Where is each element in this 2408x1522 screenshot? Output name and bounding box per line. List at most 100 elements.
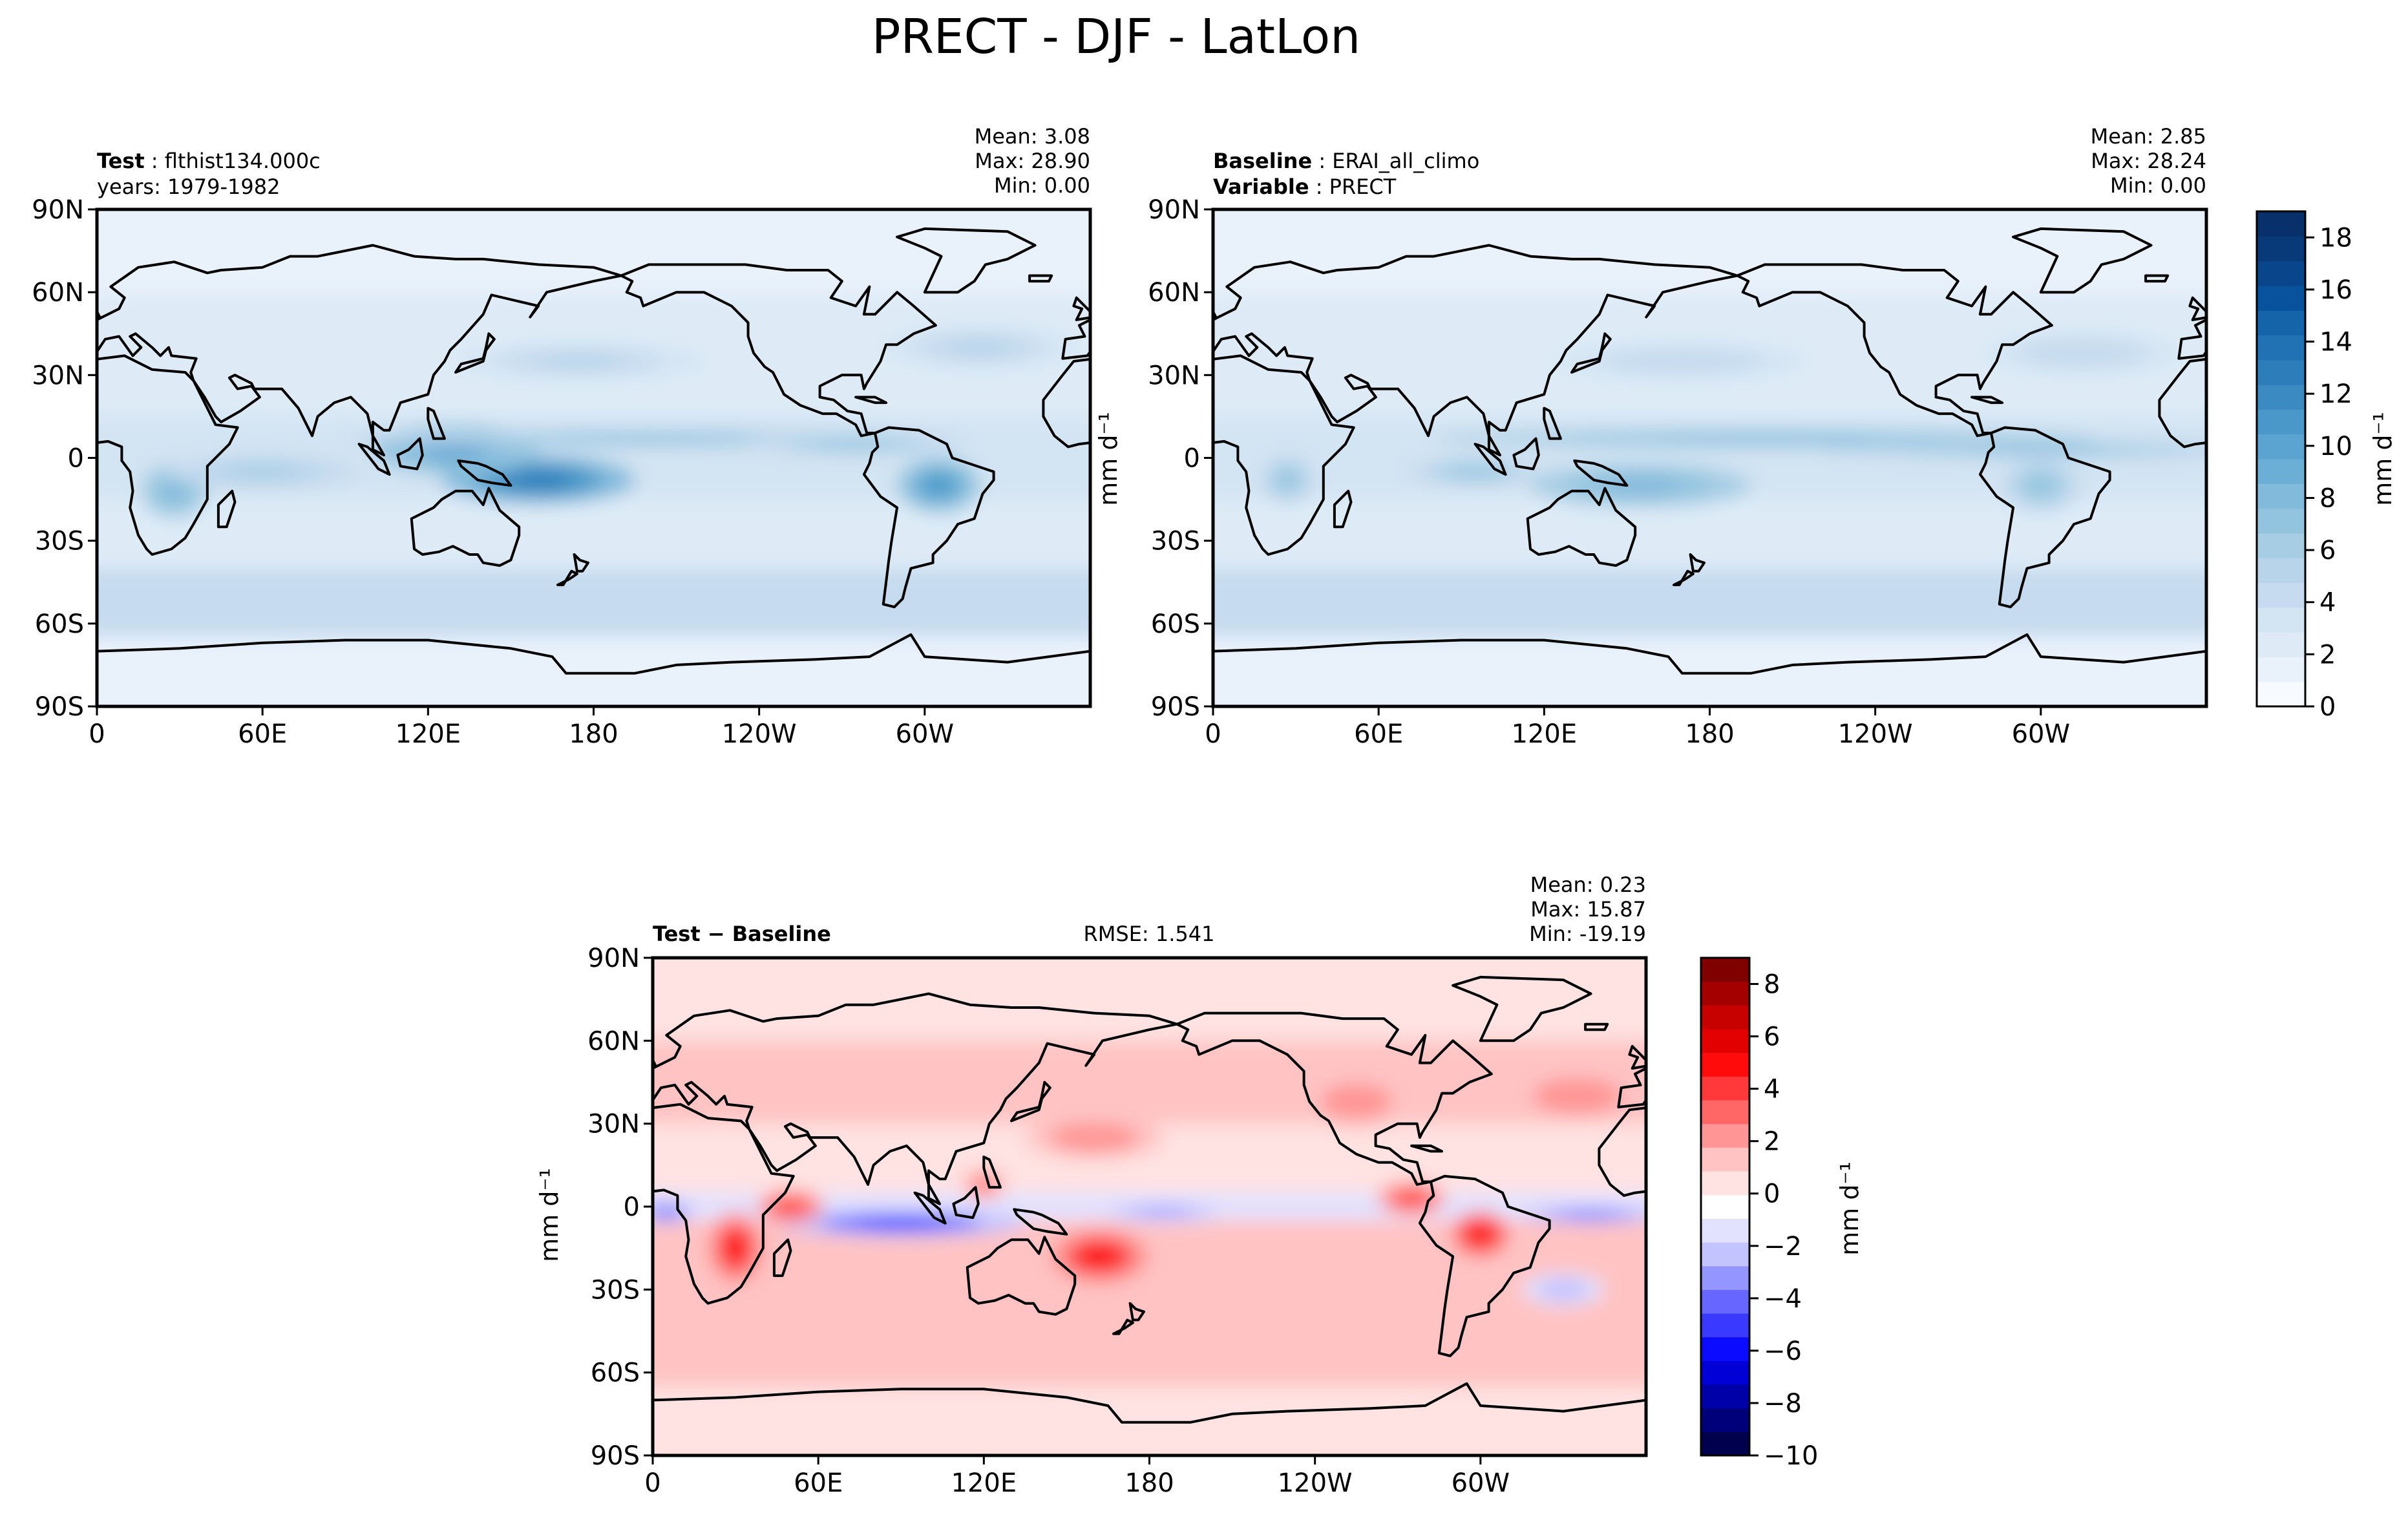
difference-precip-field [653, 958, 1646, 1455]
colorbar-segment [2257, 558, 2305, 584]
colorbar-segment [2257, 236, 2305, 262]
coastline-newzealand_s [1673, 569, 1695, 586]
test-y-axis: 90N 60N 30N 0 30S 60S 90S [32, 195, 97, 722]
colorbar-tick-label: 0 [1764, 1179, 1780, 1209]
x-tick-label: 180 [1685, 719, 1734, 749]
colorbar-segment [1701, 1218, 1749, 1243]
x-tick-label: 0 [1205, 719, 1221, 749]
x-tick-label: 180 [569, 719, 618, 749]
colorbar-tick-label: −8 [1764, 1389, 1802, 1419]
y-tick-label: 90N [32, 195, 84, 225]
coastline-cuba [1410, 1144, 1444, 1153]
diverging-colorbar-ticks: −10 −8 −6 −4 −2 0 2 4 6 8 [1749, 970, 1818, 1471]
coastline-eurasia [97, 244, 623, 457]
y-tick-label: 30N [587, 1110, 640, 1139]
y-tick-label: 60S [1151, 609, 1200, 639]
diverging-colorbar [1701, 958, 1749, 1456]
field-anomaly [1567, 1212, 1615, 1218]
baseline-y-axis: 90N 60N 30N 0 30S 60S 90S [1148, 195, 1213, 722]
y-tick-label: 0 [624, 1192, 640, 1222]
blues-colorbar [2257, 211, 2305, 707]
colorbar-segment [1701, 1123, 1749, 1148]
y-tick-label: 60S [35, 609, 84, 639]
coastline-iceland [1584, 1022, 1609, 1031]
field-anomaly [542, 436, 755, 442]
test-subtitle: years: 1979-1982 [97, 174, 280, 199]
colorbar-tick-label: 6 [1764, 1022, 1780, 1052]
coastline-greenland [1452, 975, 1592, 1042]
colorbar-segment [1701, 1147, 1749, 1172]
coastline-newguinea [1013, 1208, 1068, 1236]
coastline-africa [1213, 354, 1355, 556]
colorbar-segment [2257, 434, 2305, 460]
field-band [97, 637, 1090, 706]
y-tick-label: 0 [1184, 444, 1200, 474]
field-band [1213, 637, 2206, 706]
blues-colorbar-label: mm d⁻¹ [2369, 412, 2397, 506]
x-tick-label: 0 [644, 1468, 660, 1498]
coastline-sumatra [1473, 443, 1507, 476]
colorbar-segment [1701, 1242, 1749, 1267]
coastline-namerica [1176, 1011, 1493, 1186]
coastline-sumatra [357, 443, 391, 476]
test-precip-field [97, 209, 1090, 706]
coastline-cuba [1970, 396, 2004, 405]
field-anomaly [162, 481, 186, 501]
field-band [653, 1041, 1646, 1124]
coastline-borneo [1512, 437, 1540, 470]
coastline-africa [653, 1103, 795, 1305]
colorbar-segment [2257, 260, 2305, 286]
x-tick-label: 180 [1125, 1468, 1174, 1498]
x-tick-label: 60W [1452, 1468, 1510, 1498]
colorbar-segment [1701, 1100, 1749, 1125]
colorbar-segment [2257, 409, 2305, 435]
coastline-samerica [862, 426, 995, 609]
coastline-madagascar [217, 489, 237, 529]
y-tick-label: 30N [1148, 361, 1200, 390]
field-anomaly [1552, 1086, 1601, 1106]
baseline-variable: Variable : PRECT [1213, 174, 1397, 199]
field-band [653, 958, 1646, 1041]
coastline-antarctica [653, 1382, 1646, 1455]
colorbar-segment [1701, 1432, 1749, 1456]
colorbar-segment [1701, 1360, 1749, 1385]
coastline-greenland [896, 227, 1037, 294]
x-tick-label: 120W [1838, 719, 1913, 749]
coastline-sumatra [913, 1191, 947, 1225]
colorbar-tick-label: 10 [2319, 432, 2352, 461]
coastline-newzealand_s [1112, 1318, 1134, 1335]
coastline-japan [1010, 1081, 1051, 1123]
coastline-japan [1570, 332, 1612, 374]
coastline-greenland [2012, 227, 2153, 294]
coastline-madagascar [772, 1238, 792, 1277]
x-tick-label: 60W [896, 719, 954, 749]
field-anomaly [1649, 436, 1881, 442]
colorbar-segment [1701, 1337, 1749, 1361]
colorbar-segment [2257, 359, 2305, 385]
coastline-newzealand_n [1128, 1302, 1145, 1322]
colorbar-tick-label: 14 [2319, 328, 2352, 357]
field-anomaly [726, 1235, 746, 1261]
field-anomaly [536, 354, 624, 368]
colorbar-tick-label: 6 [2319, 536, 2336, 565]
colorbar-segment [2257, 681, 2305, 707]
field-anomaly [228, 465, 297, 478]
x-tick-label: 120E [396, 719, 461, 749]
baseline-max: Max: 28.24 [2091, 149, 2206, 173]
coastline-philippines [1543, 407, 1562, 440]
colorbar-tick-label: −6 [1764, 1337, 1802, 1366]
coastline-newzealand_s [556, 569, 578, 586]
colorbar-segment [2257, 310, 2305, 336]
x-tick-label: 60E [1354, 719, 1403, 749]
test-coastlines [97, 227, 1090, 706]
y-tick-label: 60N [1148, 278, 1200, 308]
field-anomaly [1082, 1247, 1117, 1266]
x-tick-label: 60E [794, 1468, 843, 1498]
difference-x-axis: 0 60E 120E 180 120W 60W [644, 1455, 1510, 1498]
coastline-madagascar [1333, 489, 1353, 529]
baseline-x-axis: 0 60E 120E 180 120W 60W [1205, 706, 2070, 749]
field-anomaly [1601, 478, 1680, 494]
baseline-label-value: ERAI_all_climo [1332, 149, 1479, 173]
x-tick-label: 120E [1512, 719, 1578, 749]
